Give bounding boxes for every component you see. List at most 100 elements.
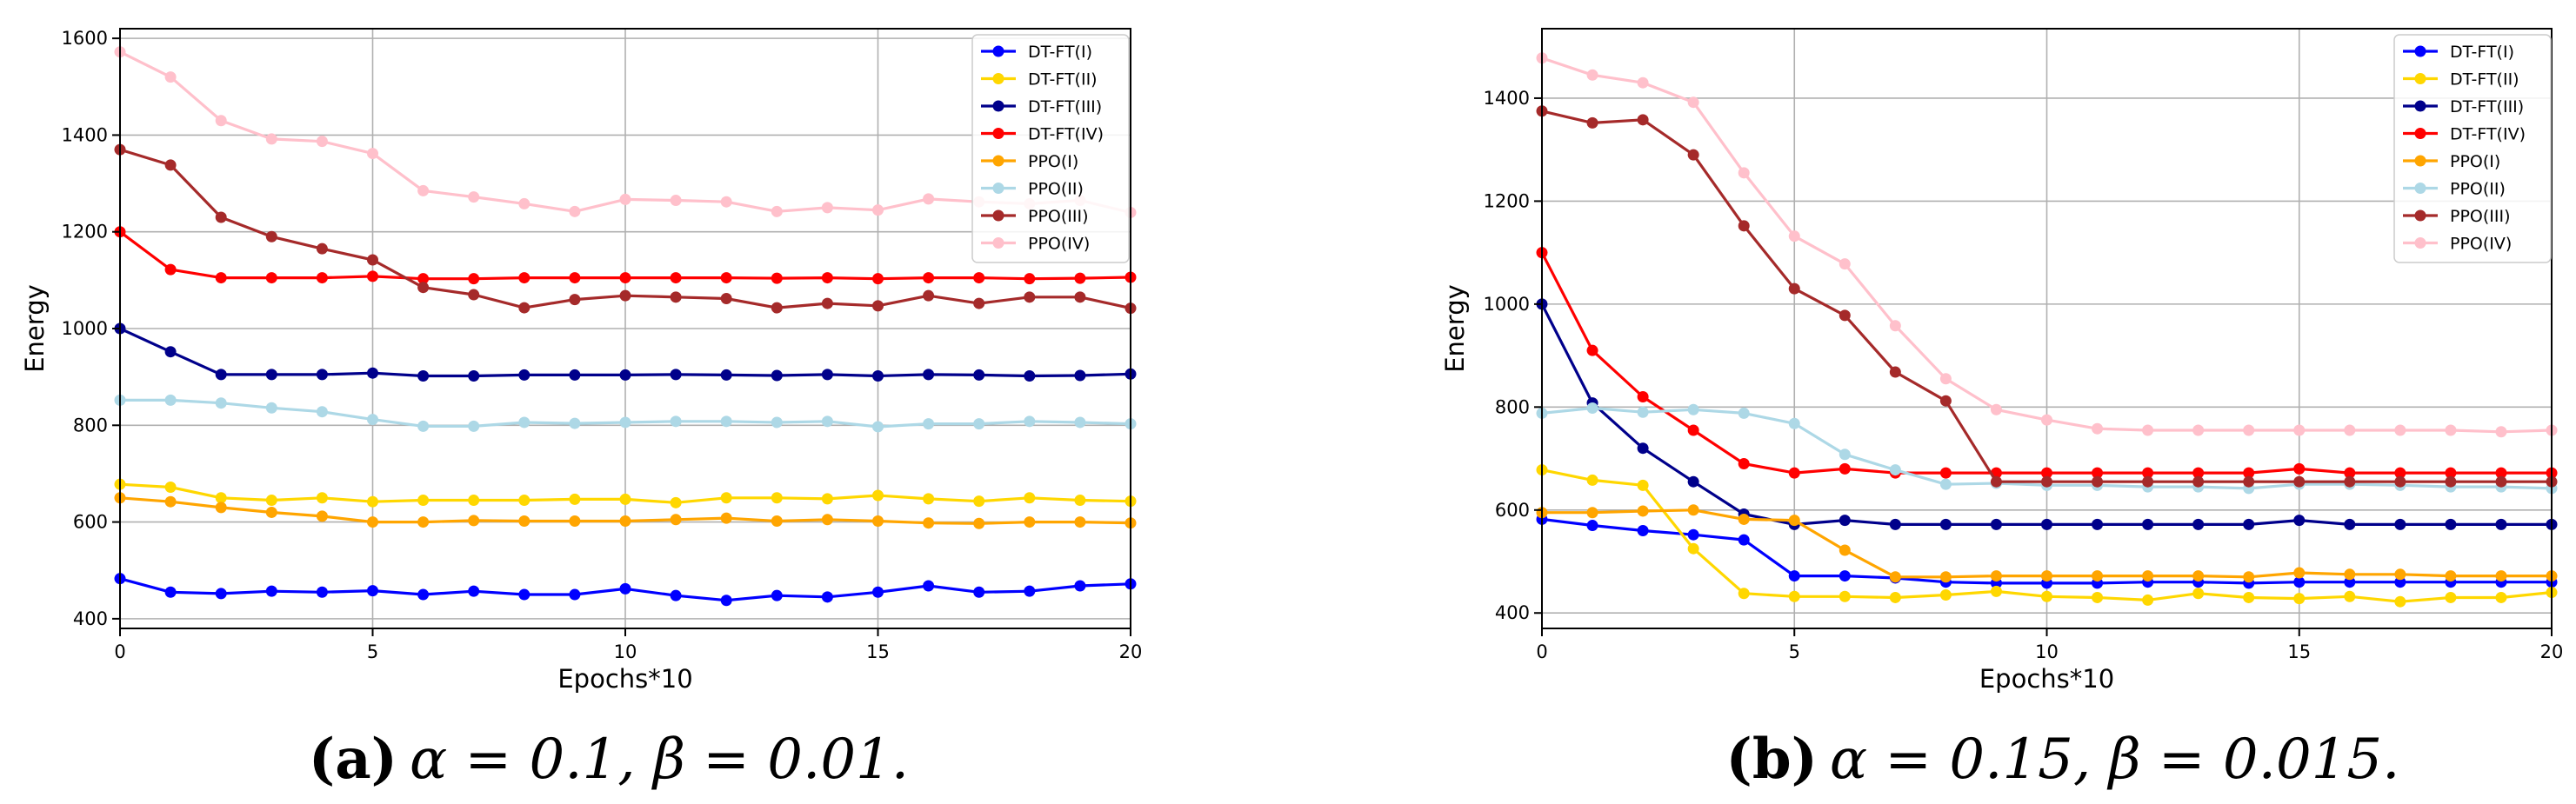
data-point-PPO(II) bbox=[1586, 402, 1598, 415]
data-point-PPO(III) bbox=[316, 243, 328, 255]
data-point-DT-FT(III) bbox=[367, 367, 378, 379]
data-point-DT-FT(II) bbox=[2142, 594, 2154, 606]
data-point-PPO(I) bbox=[1687, 504, 1699, 516]
legend: DT-FT(I) DT-FT(II) DT-FT(III) DT-FT(IV) PPO(… bbox=[971, 34, 1130, 263]
data-point-DT-FT(I) bbox=[619, 582, 631, 595]
data-point-DT-FT(II) bbox=[316, 492, 328, 504]
data-point-PPO(III) bbox=[367, 254, 378, 266]
data-point-PPO(II) bbox=[164, 394, 177, 406]
data-point-PPO(III) bbox=[2092, 475, 2104, 488]
data-point-DT-FT(II) bbox=[417, 495, 430, 507]
data-point-PPO(I) bbox=[1990, 570, 2002, 582]
data-point-PPO(I) bbox=[569, 515, 581, 527]
data-point-PPO(IV) bbox=[1939, 373, 1952, 385]
data-point-DT-FT(II) bbox=[2041, 590, 2052, 602]
x-tick-label: 0 bbox=[1536, 641, 1547, 662]
data-point-DT-FT(III) bbox=[973, 369, 985, 381]
data-point-DT-FT(IV) bbox=[973, 272, 985, 284]
data-point-DT-FT(II) bbox=[215, 492, 227, 504]
legend-marker bbox=[2414, 155, 2426, 167]
legend-marker bbox=[992, 183, 1004, 194]
data-point-PPO(IV) bbox=[2192, 424, 2205, 436]
data-point-DT-FT(IV) bbox=[720, 272, 732, 284]
data-point-PPO(III) bbox=[720, 293, 732, 304]
data-point-PPO(III) bbox=[2344, 475, 2356, 488]
x-tick-label: 5 bbox=[367, 641, 378, 662]
data-point-DT-FT(I) bbox=[518, 588, 531, 601]
data-point-DT-FT(I) bbox=[2293, 576, 2306, 588]
data-point-DT-FT(IV) bbox=[2344, 467, 2356, 479]
data-point-DT-FT(II) bbox=[1024, 492, 1036, 504]
x-tick-label: 20 bbox=[1119, 641, 1143, 662]
data-point-PPO(IV) bbox=[872, 204, 884, 216]
data-point-DT-FT(I) bbox=[973, 586, 985, 598]
data-point-PPO(I) bbox=[1586, 507, 1598, 519]
legend-label: PPO(I) bbox=[2450, 152, 2500, 171]
y-tick-label: 800 bbox=[73, 415, 108, 435]
data-point-PPO(I) bbox=[2243, 571, 2255, 583]
data-point-PPO(III) bbox=[771, 302, 783, 314]
data-point-DT-FT(IV) bbox=[872, 273, 884, 285]
data-point-DT-FT(III) bbox=[265, 369, 277, 381]
legend-label: PPO(III) bbox=[2450, 207, 2511, 226]
y-tick-label: 1200 bbox=[1484, 190, 1530, 211]
caption: (a) α = 0.1, β = 0.01. bbox=[309, 727, 909, 792]
data-point-PPO(IV) bbox=[367, 148, 378, 160]
data-point-PPO(I) bbox=[215, 502, 227, 514]
data-point-PPO(II) bbox=[872, 421, 884, 433]
x-tick-label: 15 bbox=[2287, 641, 2311, 662]
data-point-PPO(III) bbox=[2495, 475, 2507, 488]
legend-label: DT-FT(III) bbox=[2450, 97, 2524, 116]
data-point-DT-FT(II) bbox=[1074, 495, 1086, 507]
data-point-PPO(I) bbox=[720, 512, 732, 524]
data-point-DT-FT(I) bbox=[771, 589, 783, 601]
legend-marker bbox=[2414, 100, 2426, 112]
data-point-DT-FT(II) bbox=[872, 489, 884, 502]
data-point-PPO(II) bbox=[1738, 407, 1750, 419]
data-point-PPO(IV) bbox=[518, 197, 531, 209]
data-point-PPO(III) bbox=[2142, 475, 2154, 488]
data-point-PPO(III) bbox=[215, 211, 227, 223]
data-point-PPO(I) bbox=[1074, 516, 1086, 528]
data-point-DT-FT(II) bbox=[1939, 589, 1952, 601]
data-point-DT-FT(IV) bbox=[2192, 467, 2205, 479]
data-point-DT-FT(III) bbox=[2142, 518, 2154, 530]
data-point-PPO(I) bbox=[1637, 505, 1649, 517]
data-point-DT-FT(IV) bbox=[1637, 390, 1649, 402]
data-point-DT-FT(III) bbox=[821, 369, 833, 381]
data-point-PPO(III) bbox=[1074, 291, 1086, 303]
data-point-PPO(III) bbox=[1788, 282, 1800, 295]
data-point-DT-FT(IV) bbox=[1738, 457, 1750, 469]
data-point-PPO(I) bbox=[2394, 568, 2406, 581]
data-point-PPO(II) bbox=[518, 416, 531, 429]
data-point-PPO(IV) bbox=[923, 193, 935, 205]
legend-label: DT-FT(I) bbox=[1028, 43, 1092, 62]
data-point-DT-FT(III) bbox=[2092, 518, 2104, 530]
data-point-DT-FT(III) bbox=[1687, 475, 1699, 488]
y-tick-label: 1400 bbox=[62, 124, 108, 145]
data-point-DT-FT(IV) bbox=[670, 272, 682, 284]
data-point-DT-FT(IV) bbox=[923, 272, 935, 284]
data-point-DT-FT(III) bbox=[670, 369, 682, 381]
data-point-PPO(IV) bbox=[417, 184, 430, 196]
data-point-DT-FT(I) bbox=[1637, 524, 1649, 536]
data-point-PPO(II) bbox=[670, 415, 682, 428]
legend-label: PPO(II) bbox=[2450, 180, 2506, 199]
data-point-PPO(III) bbox=[2243, 475, 2255, 488]
data-point-DT-FT(II) bbox=[2495, 591, 2507, 603]
data-point-DT-FT(I) bbox=[316, 586, 328, 598]
data-point-PPO(III) bbox=[2293, 475, 2306, 488]
data-point-PPO(I) bbox=[771, 515, 783, 527]
y-tick-label: 800 bbox=[1495, 396, 1530, 417]
data-point-PPO(IV) bbox=[2344, 424, 2356, 436]
data-point-DT-FT(II) bbox=[2092, 591, 2104, 603]
legend-marker bbox=[992, 209, 1004, 222]
data-point-DT-FT(III) bbox=[1074, 369, 1086, 382]
y-axis-label: Energy bbox=[20, 284, 50, 373]
y-tick-label: 600 bbox=[73, 512, 108, 533]
data-point-PPO(III) bbox=[973, 297, 985, 309]
legend-box bbox=[971, 34, 1130, 263]
caption-label: (b) bbox=[1726, 727, 1818, 792]
data-point-PPO(II) bbox=[417, 420, 430, 432]
data-point-DT-FT(IV) bbox=[1788, 467, 1800, 479]
